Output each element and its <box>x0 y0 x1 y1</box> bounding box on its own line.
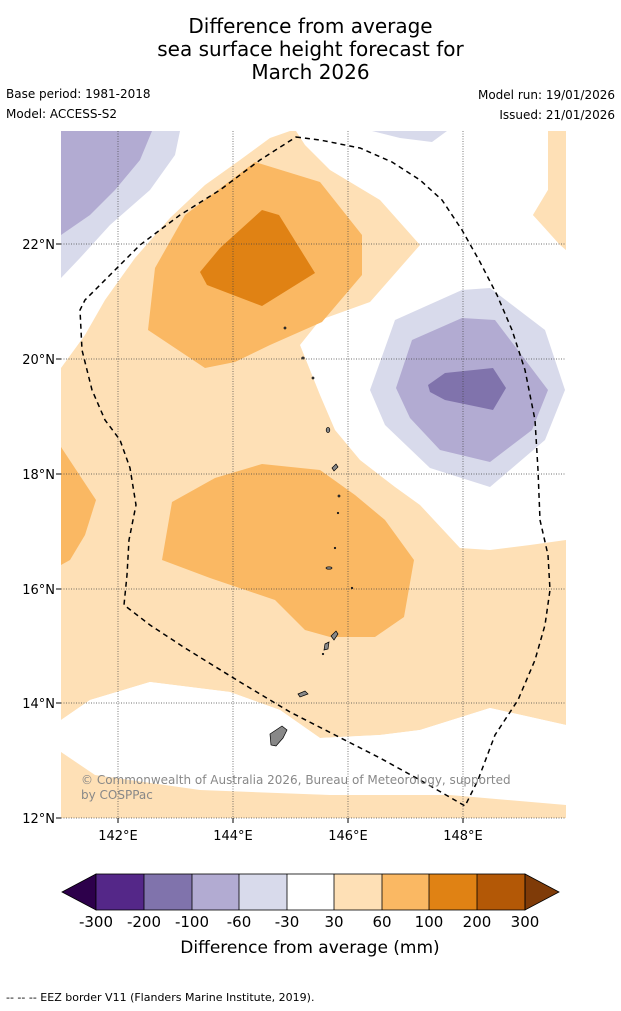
colorbar-tick-label: -200 <box>127 913 161 931</box>
island <box>325 427 331 433</box>
lat-label-16n: 16°N <box>22 583 55 598</box>
colorbar-bin <box>144 874 192 910</box>
gridlines <box>61 131 566 819</box>
title-line-2: sea surface height forecast for <box>157 37 464 61</box>
lat-label-20n: 20°N <box>22 353 55 368</box>
island <box>331 463 339 472</box>
colorbar-tick-label: -100 <box>175 913 209 931</box>
negative-region-northwest-60 <box>61 131 152 235</box>
colorbar-tick-label: 30 <box>324 913 343 931</box>
island <box>337 494 341 498</box>
lon-label-142e: 142°E <box>98 829 138 844</box>
positive-region-central-60 <box>162 464 414 637</box>
islands <box>269 326 354 747</box>
island-rota <box>297 690 309 698</box>
colorbar-tick-label: 300 <box>511 913 540 931</box>
colorbar-tick-label: 200 <box>463 913 492 931</box>
island <box>283 326 287 330</box>
colorbar-bin <box>287 874 334 910</box>
colorbar: -300 -200 -100 -60 -30 30 60 100 200 300… <box>61 873 560 958</box>
island <box>301 356 305 360</box>
positive-region-north-100 <box>200 210 315 306</box>
colorbar-tick-label: -60 <box>227 913 252 931</box>
lon-label-146e: 146°E <box>328 829 368 844</box>
colorbar-bin <box>382 874 429 910</box>
island-saipan <box>323 641 330 651</box>
colorbar-bin <box>477 874 525 910</box>
colorbar-frame <box>95 873 526 911</box>
negative-region-east-100 <box>428 368 506 410</box>
island <box>333 546 337 550</box>
eez-border <box>79 136 551 808</box>
colorbar-bin <box>334 874 382 910</box>
colorbar-tick-label: -300 <box>79 913 113 931</box>
island <box>311 376 315 380</box>
positive-region-northeast-edge <box>533 131 566 250</box>
island-tinian <box>330 630 339 641</box>
base-period: Base period: 1981-2018 <box>6 87 151 101</box>
island <box>325 566 333 570</box>
colorbar-ticks: -300 -200 -100 -60 -30 30 60 100 200 300 <box>79 913 539 931</box>
title-line-3: March 2026 <box>251 60 370 84</box>
model-name: Model: ACCESS-S2 <box>6 107 118 121</box>
anomaly-map <box>61 131 566 818</box>
colorbar-tick-label: -30 <box>275 913 300 931</box>
lat-label-14n: 14°N <box>22 697 55 712</box>
longitude-axis: 142°E 144°E 146°E 148°E <box>98 818 483 844</box>
island-guam <box>269 725 288 747</box>
latitude-axis: 22°N 20°N 18°N 16°N 14°N 12°N <box>22 238 61 827</box>
colorbar-label: Difference from average (mm) <box>180 938 439 958</box>
eez-footnote: -- -- -- EEZ border V11 (Flanders Marine… <box>6 991 315 1004</box>
lat-label-18n: 18°N <box>22 468 55 483</box>
lat-label-22n: 22°N <box>22 238 55 253</box>
chart-title: Difference from average sea surface heig… <box>0 15 621 84</box>
colorbar-tick-label: 100 <box>415 913 444 931</box>
negative-region-top <box>372 131 447 142</box>
colorbar-bin <box>192 874 239 910</box>
positive-region-west-60 <box>61 447 96 565</box>
copyright-notice: © Commonwealth of Australia 2026, Bureau… <box>81 773 511 802</box>
model-run-date: Model run: 19/01/2026 <box>477 88 615 102</box>
issued-date: Issued: 21/01/2026 <box>499 108 615 122</box>
colorbar-extend-min <box>61 873 97 911</box>
island <box>321 652 325 656</box>
colorbar-bin <box>239 874 287 910</box>
lat-label-12n: 12°N <box>22 812 55 827</box>
island <box>350 586 354 590</box>
colorbar-extend-max <box>524 873 560 911</box>
title-line-1: Difference from average <box>188 14 433 38</box>
neutral-band-bottom <box>61 682 566 818</box>
colorbar-bin <box>96 874 144 910</box>
lon-label-144e: 144°E <box>213 829 253 844</box>
positive-strip-bottom <box>61 752 566 818</box>
colorbar-tick-label: 60 <box>372 913 391 931</box>
colorbar-bin <box>429 874 477 910</box>
lon-label-148e: 148°E <box>443 829 483 844</box>
island <box>336 511 340 515</box>
colorbar-dividers <box>143 874 478 910</box>
